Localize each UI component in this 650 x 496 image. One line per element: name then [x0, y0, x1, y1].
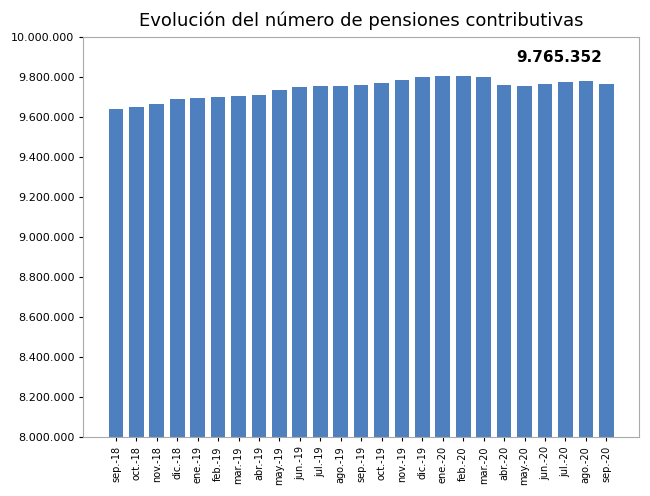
Bar — [211, 97, 226, 496]
Bar — [415, 77, 430, 496]
Bar — [170, 99, 185, 496]
Bar — [558, 82, 573, 496]
Bar — [476, 77, 491, 496]
Bar — [109, 109, 124, 496]
Bar — [292, 87, 307, 496]
Bar — [538, 84, 552, 496]
Bar — [252, 95, 266, 496]
Bar — [150, 104, 164, 496]
Bar — [129, 107, 144, 496]
Text: 9.765.352: 9.765.352 — [516, 50, 602, 65]
Bar — [517, 86, 532, 496]
Bar — [436, 76, 450, 496]
Bar — [374, 83, 389, 496]
Bar — [578, 81, 593, 496]
Title: Evolución del número de pensiones contributivas: Evolución del número de pensiones contri… — [139, 11, 584, 30]
Bar — [599, 84, 614, 496]
Bar — [231, 96, 246, 496]
Bar — [497, 85, 512, 496]
Bar — [333, 86, 348, 496]
Bar — [313, 86, 328, 496]
Bar — [190, 98, 205, 496]
Bar — [456, 76, 471, 496]
Bar — [354, 85, 369, 496]
Bar — [272, 90, 287, 496]
Bar — [395, 80, 410, 496]
